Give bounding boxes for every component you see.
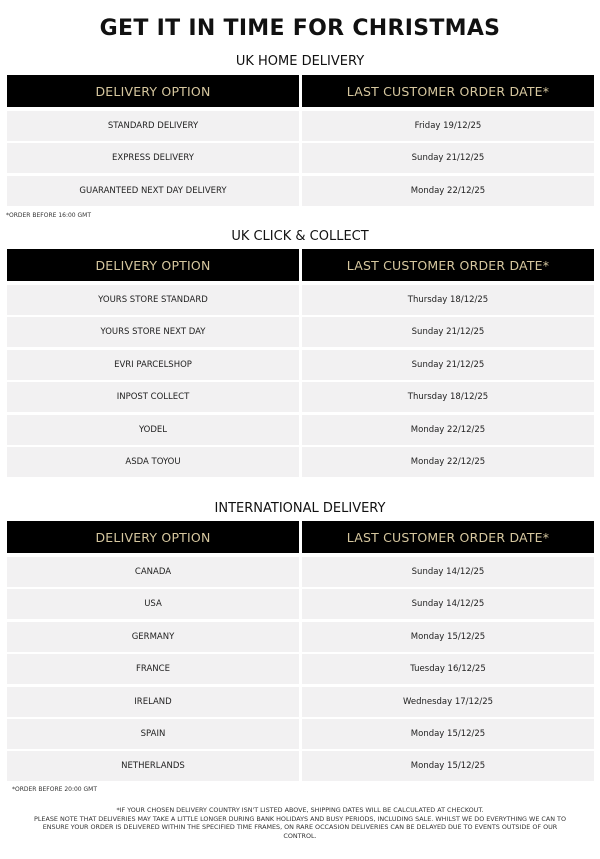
- header-delivery-option: DELIVERY OPTION: [7, 521, 299, 553]
- last-order-date: Friday 19/12/25: [302, 111, 594, 141]
- last-order-date: Tuesday 16/12/25: [302, 654, 594, 685]
- table-row: ASDA TOYOU Monday 22/12/25: [7, 446, 594, 477]
- delivery-table: DELIVERY OPTION LAST CUSTOMER ORDER DATE…: [7, 75, 594, 208]
- table-row: GUARANTEED NEXT DAY DELIVERY Monday 22/1…: [7, 175, 594, 206]
- order-cutoff-note: *ORDER BEFORE 20:00 GMT: [12, 786, 98, 793]
- last-order-date: Monday 22/12/25: [302, 414, 594, 445]
- footer-disclaimer: *IF YOUR CHOSEN DELIVERY COUNTRY ISN'T L…: [0, 806, 600, 840]
- footer-line: *IF YOUR CHOSEN DELIVERY COUNTRY ISN'T L…: [116, 806, 484, 814]
- section-title: UK CLICK & COLLECT: [231, 229, 369, 244]
- table-row: FRANCE Tuesday 16/12/25: [7, 654, 594, 685]
- table-row: YODEL Monday 22/12/25: [7, 414, 594, 445]
- order-cutoff-note: *ORDER BEFORE 16:00 GMT: [6, 212, 92, 219]
- table-row: NETHERLANDS Monday 15/12/25: [7, 751, 594, 782]
- table-row: GERMANY Monday 15/12/25: [7, 621, 594, 652]
- table-row: YOURS STORE NEXT DAY Sunday 21/12/25: [7, 317, 594, 348]
- last-order-date: Sunday 14/12/25: [302, 589, 594, 620]
- last-order-date: Thursday 18/12/25: [302, 382, 594, 413]
- table-row: SPAIN Monday 15/12/25: [7, 718, 594, 749]
- delivery-option: YOURS STORE STANDARD: [7, 285, 299, 315]
- last-order-date: Sunday 21/12/25: [302, 349, 594, 380]
- last-order-date: Monday 22/12/25: [302, 175, 594, 206]
- delivery-option: EXPRESS DELIVERY: [7, 143, 299, 174]
- table-row: STANDARD DELIVERY Friday 19/12/25: [7, 111, 594, 141]
- delivery-option: GERMANY: [7, 621, 299, 652]
- table-row: USA Sunday 14/12/25: [7, 589, 594, 620]
- delivery-option: EVRI PARCELSHOP: [7, 349, 299, 380]
- delivery-table: DELIVERY OPTION LAST CUSTOMER ORDER DATE…: [7, 249, 594, 479]
- header-last-order-date: LAST CUSTOMER ORDER DATE*: [302, 249, 594, 281]
- delivery-option: YODEL: [7, 414, 299, 445]
- last-order-date: Sunday 21/12/25: [302, 317, 594, 348]
- delivery-option: NETHERLANDS: [7, 751, 299, 782]
- delivery-option: YOURS STORE NEXT DAY: [7, 317, 299, 348]
- last-order-date: Monday 15/12/25: [302, 621, 594, 652]
- delivery-option: INPOST COLLECT: [7, 382, 299, 413]
- delivery-option: SPAIN: [7, 718, 299, 749]
- footer-line: PLEASE NOTE THAT DELIVERIES MAY TAKE A L…: [34, 814, 566, 840]
- delivery-option: USA: [7, 589, 299, 620]
- delivery-option: CANADA: [7, 557, 299, 587]
- table-row: EXPRESS DELIVERY Sunday 21/12/25: [7, 143, 594, 174]
- table-row: IRELAND Wednesday 17/12/25: [7, 686, 594, 717]
- last-order-date: Monday 15/12/25: [302, 718, 594, 749]
- header-delivery-option: DELIVERY OPTION: [7, 75, 299, 107]
- table-header: DELIVERY OPTION LAST CUSTOMER ORDER DATE…: [7, 75, 594, 107]
- table-row: INPOST COLLECT Thursday 18/12/25: [7, 382, 594, 413]
- table-header: DELIVERY OPTION LAST CUSTOMER ORDER DATE…: [7, 521, 594, 553]
- header-last-order-date: LAST CUSTOMER ORDER DATE*: [302, 521, 594, 553]
- table-row: EVRI PARCELSHOP Sunday 21/12/25: [7, 349, 594, 380]
- section-title: INTERNATIONAL DELIVERY: [214, 501, 386, 516]
- delivery-option: FRANCE: [7, 654, 299, 685]
- delivery-option: ASDA TOYOU: [7, 446, 299, 477]
- table-header: DELIVERY OPTION LAST CUSTOMER ORDER DATE…: [7, 249, 594, 281]
- header-delivery-option: DELIVERY OPTION: [7, 249, 299, 281]
- last-order-date: Thursday 18/12/25: [302, 285, 594, 315]
- table-row: YOURS STORE STANDARD Thursday 18/12/25: [7, 285, 594, 315]
- last-order-date: Sunday 14/12/25: [302, 557, 594, 587]
- delivery-option: STANDARD DELIVERY: [7, 111, 299, 141]
- last-order-date: Sunday 21/12/25: [302, 143, 594, 174]
- delivery-table: DELIVERY OPTION LAST CUSTOMER ORDER DATE…: [7, 521, 594, 784]
- header-last-order-date: LAST CUSTOMER ORDER DATE*: [302, 75, 594, 107]
- last-order-date: Wednesday 17/12/25: [302, 686, 594, 717]
- delivery-option: GUARANTEED NEXT DAY DELIVERY: [7, 175, 299, 206]
- last-order-date: Monday 15/12/25: [302, 751, 594, 782]
- delivery-option: IRELAND: [7, 686, 299, 717]
- last-order-date: Monday 22/12/25: [302, 446, 594, 477]
- table-row: CANADA Sunday 14/12/25: [7, 557, 594, 587]
- page-title: GET IT IN TIME FOR CHRISTMAS: [99, 16, 501, 41]
- section-title: UK HOME DELIVERY: [235, 54, 365, 69]
